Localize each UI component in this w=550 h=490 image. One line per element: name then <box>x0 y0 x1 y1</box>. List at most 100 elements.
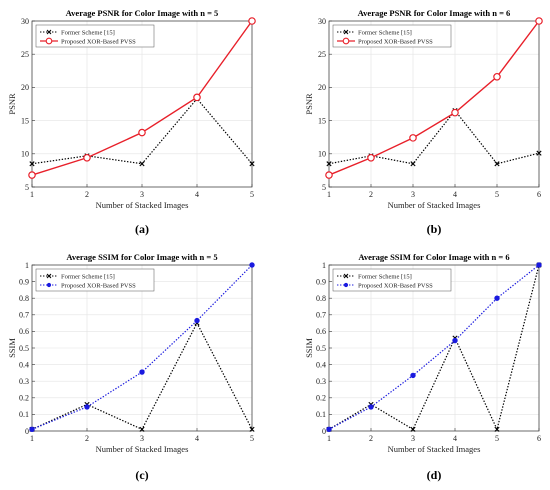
x-tick-label: 4 <box>195 434 199 443</box>
x-tick-label: 2 <box>369 190 373 199</box>
chart-title: Average PSNR for Color Image with n = 6 <box>358 8 511 18</box>
legend-marker <box>46 273 52 279</box>
data-point-marker <box>139 369 145 375</box>
series-line <box>328 264 540 430</box>
legend: Former Scheme [15] Proposed XOR-Based PVS… <box>332 268 452 292</box>
y-tick-label: 0 <box>25 427 29 436</box>
y-tick-label: 0.7 <box>19 311 29 320</box>
y-tick-label: 0.5 <box>316 344 326 353</box>
legend-label: Former Scheme [15] <box>358 29 412 36</box>
legend-marker <box>343 273 349 279</box>
y-tick-label: 20 <box>21 83 29 92</box>
x-axis-label: Number of Stacked Images <box>388 200 481 210</box>
y-axis-label: PSNR <box>304 93 314 115</box>
y-tick-label: 30 <box>318 17 326 26</box>
x-tick-label: 5 <box>495 434 499 443</box>
data-point-marker <box>29 161 35 167</box>
plot-area <box>329 21 539 187</box>
y-tick-label: 0.2 <box>316 394 326 403</box>
data-point-marker <box>139 161 145 167</box>
x-tick-label: 4 <box>195 190 199 199</box>
x-tick-label: 4 <box>453 434 457 443</box>
chart-panel-c: 0 0.1 0.2 0.3 0.4 0.5 0.6 0.7 0.8 0.9 1 1 2 3 4 5 Averag… <box>7 252 255 482</box>
x-tick-label: 5 <box>250 190 254 199</box>
y-tick-label: 0.3 <box>316 377 326 386</box>
x-tick-label: 1 <box>327 434 331 443</box>
chart-title: Average SSIM for Color Image with n = 5 <box>66 252 217 262</box>
chart-title: Average PSNR for Color Image with n = 5 <box>66 8 219 18</box>
y-tick-label: 0.1 <box>19 410 29 419</box>
data-point-marker <box>28 171 36 179</box>
series-line <box>328 109 540 165</box>
y-tick-label: 0.8 <box>19 294 29 303</box>
legend-label: Proposed XOR-Based PVSS <box>61 38 136 45</box>
legend: Former Scheme [15] Proposed XOR-Based PVS… <box>332 24 452 48</box>
data-point-marker <box>29 426 35 433</box>
legend-label: Proposed XOR-Based PVSS <box>358 38 433 45</box>
series-proposed-pvss <box>325 17 543 179</box>
y-tick-label: 5 <box>322 183 326 192</box>
axes-box <box>328 20 540 188</box>
data-point-marker <box>536 262 542 268</box>
x-tick-label: 1 <box>327 190 331 199</box>
x-axis-label: Number of Stacked Images <box>96 200 189 210</box>
data-point-marker <box>83 153 91 162</box>
data-point-marker <box>368 404 374 410</box>
data-point-marker <box>410 426 416 432</box>
data-point-marker <box>410 372 416 379</box>
legend-marker <box>343 29 349 35</box>
y-tick-label: 20 <box>318 83 326 92</box>
panel-label: (a) <box>135 222 149 236</box>
legend-label: Proposed XOR-Based PVSS <box>61 282 136 289</box>
y-tick-label: 5 <box>25 183 29 192</box>
data-point-marker <box>249 426 255 432</box>
data-point-marker <box>193 93 201 102</box>
legend-label: Former Scheme [15] <box>61 29 115 36</box>
data-point-marker <box>326 426 332 433</box>
y-tick-label: 0.5 <box>19 344 29 353</box>
data-point-marker <box>248 17 256 25</box>
legend-marker <box>46 29 52 35</box>
legend-label: Former Scheme [15] <box>358 273 412 280</box>
x-tick-label: 3 <box>411 190 415 199</box>
legend-label: Former Scheme [15] <box>61 273 115 280</box>
y-tick-label: 0.3 <box>19 377 29 386</box>
legend: Former Scheme [15] Proposed XOR-Based PVS… <box>35 24 155 48</box>
y-tick-label: 0.4 <box>19 360 29 369</box>
panel-label: (b) <box>427 222 442 236</box>
legend-marker <box>45 37 53 45</box>
legend-box <box>332 268 452 292</box>
y-tick-label: 0.9 <box>19 277 29 286</box>
x-tick-label: 5 <box>250 434 254 443</box>
x-axis-label: Number of Stacked Images <box>388 444 481 454</box>
data-point-marker <box>451 108 459 117</box>
chart-title: Average SSIM for Color Image with n = 6 <box>358 252 509 262</box>
data-point-marker <box>409 134 417 142</box>
legend-marker <box>343 282 349 288</box>
series-proposed-pvss <box>29 262 255 433</box>
data-point-marker <box>326 161 332 167</box>
y-tick-label: 10 <box>318 150 326 159</box>
data-point-marker <box>535 17 543 25</box>
data-point-marker <box>494 161 500 167</box>
data-point-marker <box>452 337 458 344</box>
y-axis-label: SSIM <box>7 338 17 358</box>
y-tick-label: 15 <box>21 116 29 125</box>
series-line <box>328 20 540 176</box>
legend-box <box>35 24 155 48</box>
y-tick-label: 0.7 <box>316 311 326 320</box>
data-point-marker <box>249 262 255 268</box>
series-line <box>31 264 253 430</box>
x-tick-label: 3 <box>140 190 144 199</box>
y-tick-label: 0.9 <box>316 277 326 286</box>
x-tick-label: 3 <box>140 434 144 443</box>
y-tick-label: 0 <box>322 427 326 436</box>
data-point-marker <box>139 426 145 432</box>
y-tick-label: 15 <box>318 116 326 125</box>
legend-box <box>332 24 452 48</box>
series-proposed-pvss <box>326 262 542 433</box>
data-point-marker <box>493 72 501 81</box>
legend-box <box>35 268 155 292</box>
